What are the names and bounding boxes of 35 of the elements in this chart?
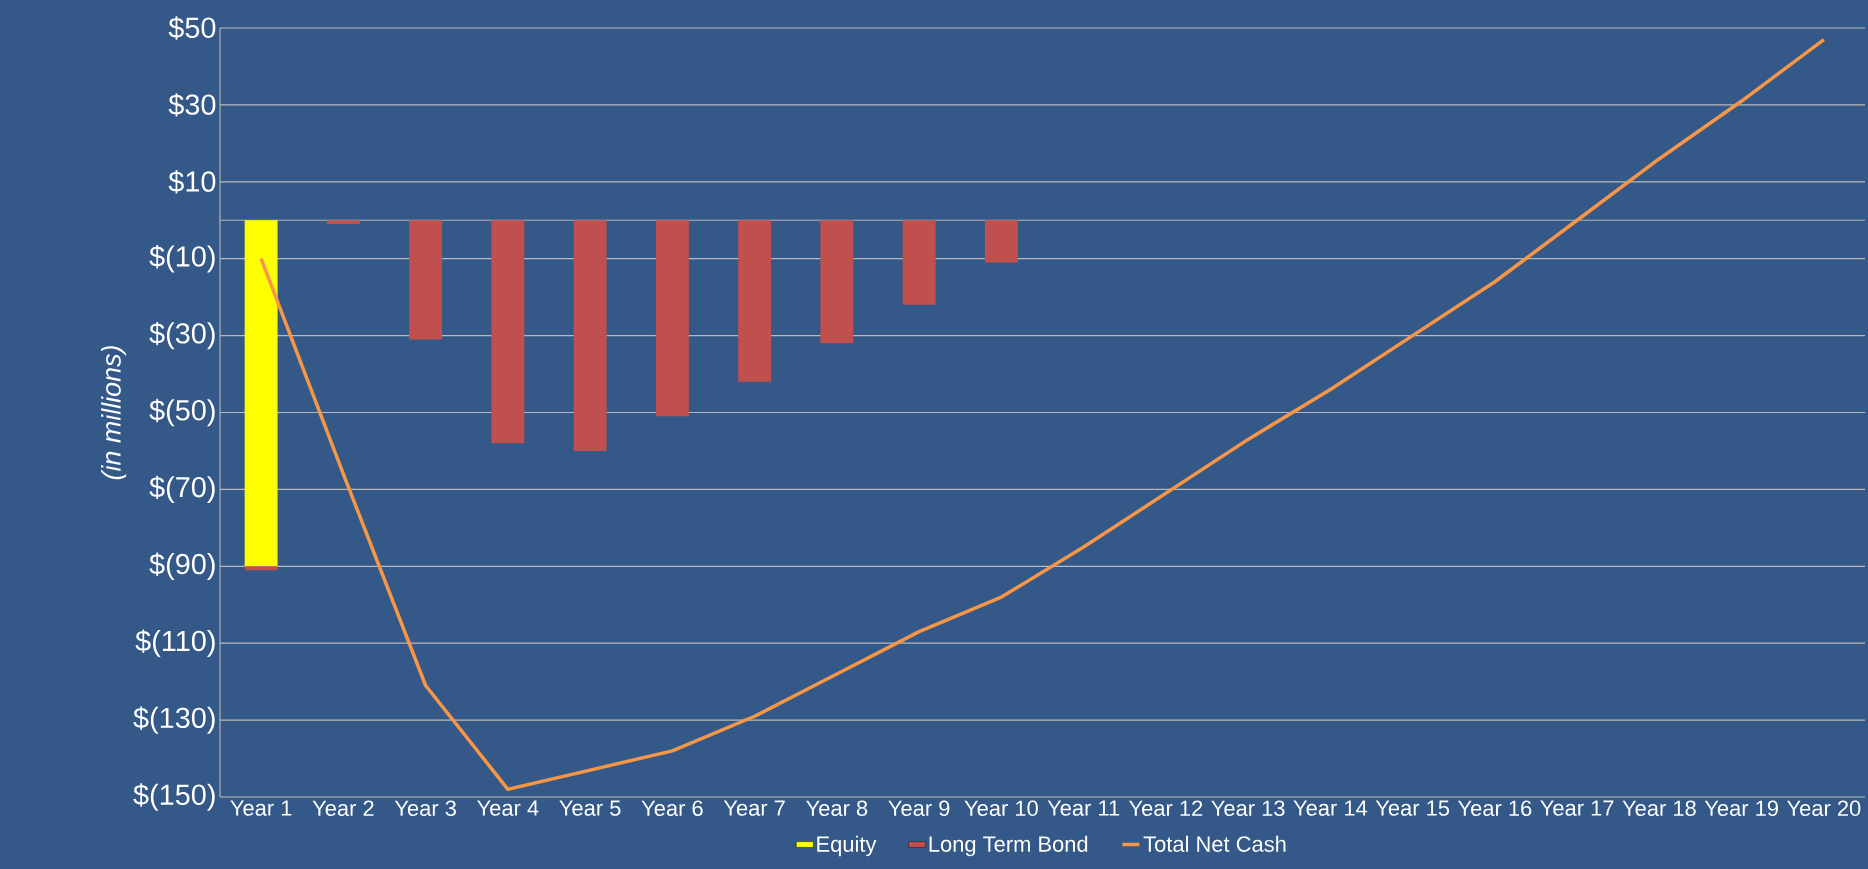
- x-tick-label: Year 6: [641, 800, 703, 817]
- y-tick-label: $(110): [135, 629, 215, 657]
- y-tick-label: $30: [168, 93, 216, 117]
- x-tick-label: Year 14: [1293, 800, 1368, 816]
- x-tick-label: Year 1: [230, 800, 292, 816]
- x-tick-label: Year 15: [1375, 800, 1450, 816]
- x-tick-label: Year 3: [394, 800, 456, 817]
- legend-label: Equity: [817, 835, 877, 857]
- x-tick-label: Year 16: [1457, 800, 1532, 817]
- x-tick-label: Year 20: [1786, 800, 1861, 817]
- y-tick-label: $(90): [149, 552, 215, 580]
- legend-label: Long Term Bond: [929, 835, 1088, 857]
- x-tick-label: Year 7: [723, 800, 785, 816]
- y-tick-label: $(50): [149, 398, 215, 427]
- x-tick-label: Year 17: [1540, 800, 1614, 816]
- x-tick-label: Year 4: [477, 800, 539, 816]
- x-tick-label: Year 9: [888, 800, 950, 817]
- x-tick-label: Year 8: [806, 800, 868, 817]
- y-tick-label: $10: [168, 170, 216, 194]
- y-tick-label: $50: [168, 16, 216, 40]
- x-tick-label: Year 18: [1622, 800, 1696, 817]
- x-tick-label: Year 2: [312, 800, 374, 817]
- x-tick-label: Year 11: [1047, 800, 1120, 816]
- x-tick-label: Year 12: [1128, 800, 1203, 817]
- x-tick-label: Year 19: [1704, 800, 1778, 817]
- y-tick-label: $(130): [133, 706, 215, 734]
- x-tick-label: Year 5: [559, 800, 621, 816]
- legend-label: Total Net Cash: [1143, 835, 1286, 852]
- x-tick-label: Year 13: [1211, 800, 1285, 817]
- x-tick-label: Year 10: [964, 800, 1038, 817]
- y-tick-label: $(30): [149, 321, 215, 350]
- y-tick-label: $(150): [133, 783, 215, 811]
- y-axis-title: (in millions): [101, 346, 127, 480]
- y-tick-label: $(70): [149, 475, 215, 504]
- y-tick-label: $(10): [149, 245, 215, 273]
